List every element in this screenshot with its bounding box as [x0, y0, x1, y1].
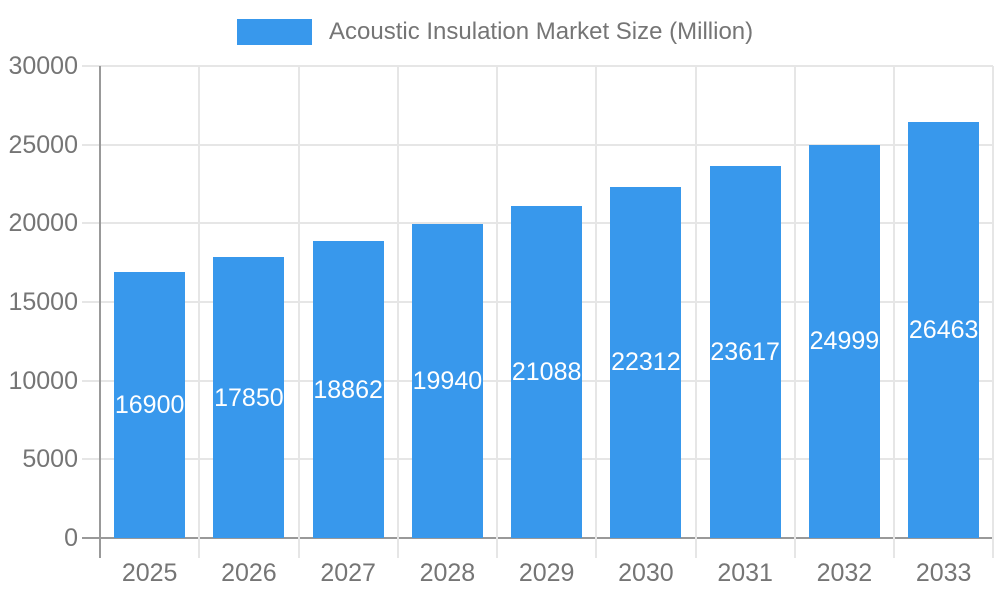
bar-value-label: 23617: [710, 338, 780, 367]
bar-value-label: 19940: [412, 367, 483, 396]
bar-value-label: 21088: [511, 358, 582, 387]
gridline-vertical: [496, 66, 499, 558]
y-axis-tick-label: 30000: [8, 52, 78, 80]
gridline-vertical: [396, 66, 399, 558]
bar-value-label: 17850: [214, 383, 284, 412]
legend-label: Acoustic Insulation Market Size (Million…: [329, 18, 754, 45]
x-axis-tick-label: 2033: [915, 559, 972, 587]
x-axis-tick-label: 2027: [320, 559, 376, 587]
gridline-horizontal: [82, 143, 994, 146]
x-axis-tick-label: 2025: [121, 559, 178, 587]
bar[interactable]: [610, 186, 682, 538]
bar[interactable]: [511, 206, 583, 538]
bar-value-label: 24999: [809, 327, 880, 356]
gridline-vertical: [198, 66, 201, 558]
y-axis-tick-label: 0: [64, 524, 78, 552]
y-axis-tick-label: 10000: [8, 366, 78, 395]
x-axis-tick-label: 2026: [221, 559, 277, 587]
x-axis-baseline: [82, 537, 994, 539]
bar[interactable]: [411, 224, 483, 538]
bar[interactable]: [908, 121, 980, 538]
y-axis-tick-label: 5000: [22, 445, 78, 474]
gridline-vertical: [297, 66, 300, 558]
x-axis-tick-label: 2029: [518, 559, 575, 587]
gridline-vertical: [595, 66, 598, 558]
y-axis-tick-label: 25000: [8, 130, 78, 159]
bar[interactable]: [213, 257, 285, 538]
bar-value-label: 26463: [908, 315, 979, 344]
gridline-vertical: [694, 66, 697, 558]
x-axis-tick-label: 2028: [419, 559, 476, 587]
legend-item[interactable]: Acoustic Insulation Market Size (Million…: [237, 18, 754, 45]
bar[interactable]: [808, 144, 880, 538]
bar-value-label: 18862: [313, 375, 383, 404]
bar-value-label: 22312: [611, 348, 681, 377]
bar-value-label: 16900: [114, 391, 185, 420]
gridline-vertical: [992, 66, 995, 558]
x-axis-tick-label: 2031: [717, 559, 773, 587]
gridline-vertical: [793, 66, 796, 558]
y-axis-line: [99, 66, 101, 558]
y-axis-tick-label: 15000: [8, 288, 78, 316]
x-axis-tick-label: 2030: [618, 559, 674, 587]
x-axis-tick-label: 2032: [816, 559, 873, 587]
y-axis-tick-label: 20000: [8, 209, 78, 238]
bar[interactable]: [114, 272, 186, 538]
legend-swatch: [237, 19, 312, 45]
bar[interactable]: [312, 241, 384, 538]
bar[interactable]: [709, 166, 781, 538]
gridline-vertical: [893, 66, 896, 558]
gridline-horizontal: [82, 65, 994, 67]
